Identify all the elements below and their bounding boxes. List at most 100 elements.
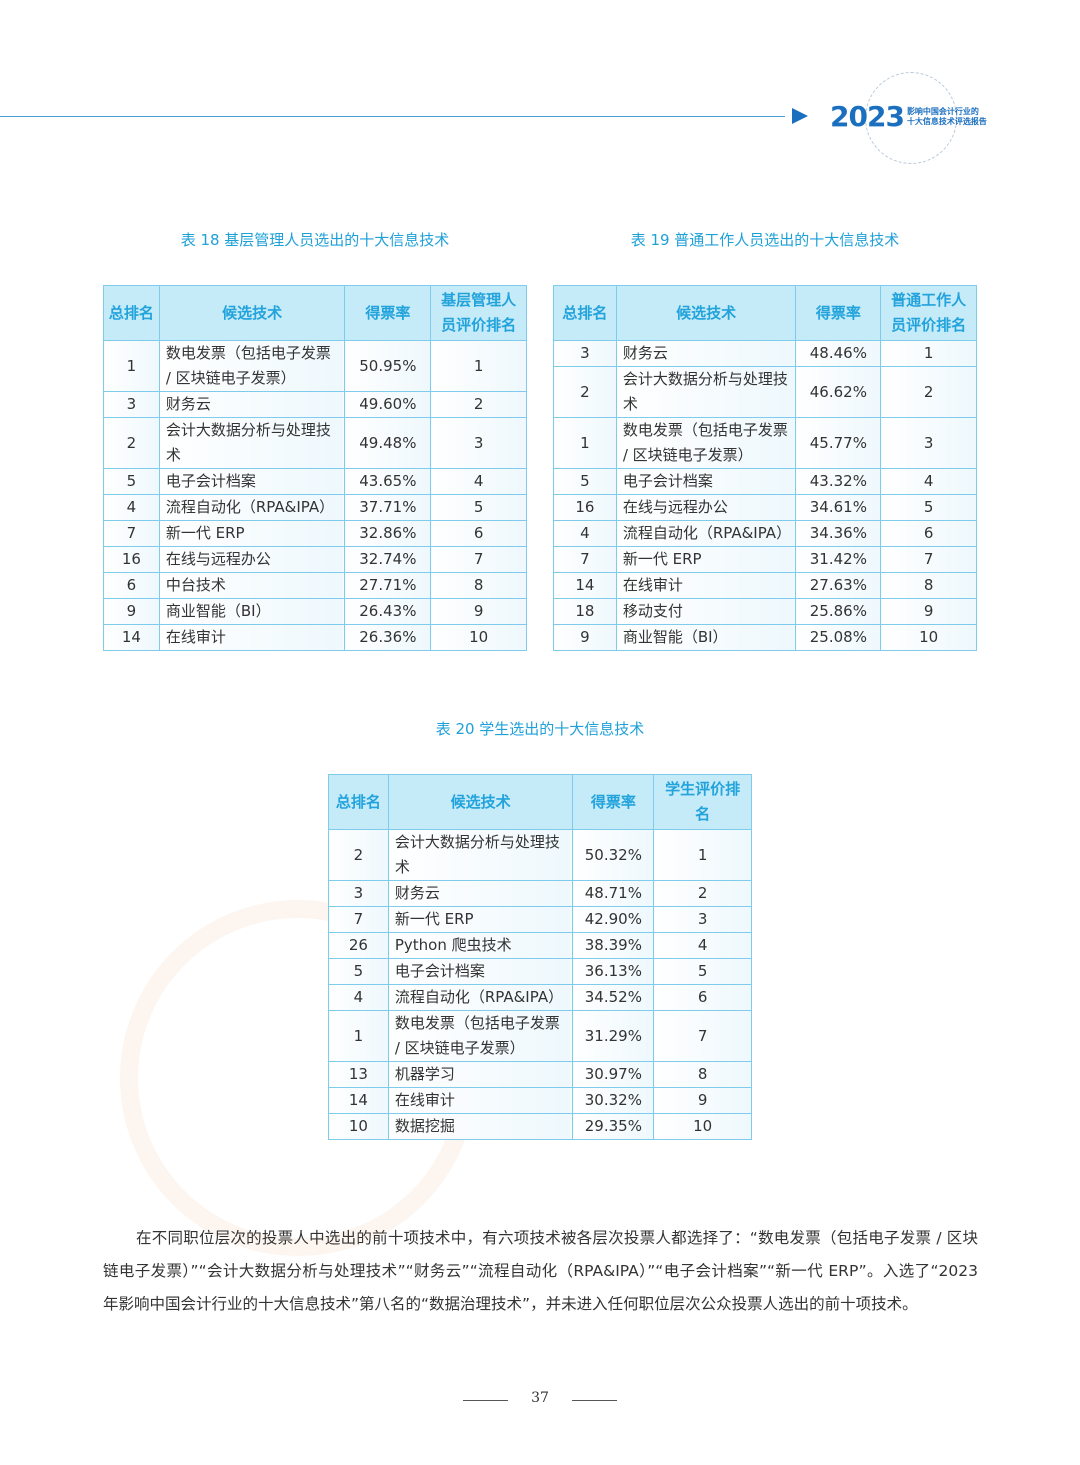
column-header: 基层管理人员评价排名 [430, 285, 527, 341]
technology-cell: 流程自动化（RPA&IPA） [387, 984, 574, 1011]
group-rank-cell: 10 [430, 624, 527, 651]
table-row: 2 会计大数据分析与处理技术 50.32% 1 [328, 829, 752, 881]
vote-rate-cell: 30.97% [572, 1061, 655, 1088]
column-header: 得票率 [572, 774, 655, 830]
group-rank-cell: 2 [880, 366, 977, 418]
vote-rate-cell: 49.60% [344, 391, 432, 418]
technology-cell: 数电发票（包括电子发票 / 区块链电子发票） [615, 417, 797, 469]
table-header-row: 总排名 候选技术 得票率 学生评价排名 [328, 774, 752, 830]
group-rank-cell: 4 [653, 932, 752, 959]
vote-rate-cell: 42.90% [572, 906, 655, 933]
technology-cell: 财务云 [387, 880, 574, 907]
group-rank-cell: 1 [880, 340, 977, 367]
column-header: 候选技术 [387, 774, 574, 830]
vote-rate-cell: 45.77% [795, 417, 882, 469]
overall-rank-cell: 13 [328, 1061, 389, 1088]
vote-rate-cell: 34.61% [795, 494, 882, 521]
technology-cell: 在线审计 [158, 624, 346, 651]
table-row: 9 商业智能（BI） 26.43% 9 [103, 598, 527, 625]
group-rank-cell: 6 [653, 984, 752, 1011]
table20: 总排名 候选技术 得票率 学生评价排名 2 会计大数据分析与处理技术 50.32% 1 3 财务云… [328, 774, 752, 1140]
vote-rate-cell: 50.95% [344, 340, 432, 392]
group-rank-cell: 9 [653, 1087, 752, 1114]
logo-ring [865, 72, 957, 164]
overall-rank-cell: 4 [553, 520, 617, 547]
vote-rate-cell: 48.71% [572, 880, 655, 907]
vote-rate-cell: 32.74% [344, 546, 432, 573]
group-rank-cell: 8 [880, 572, 977, 599]
group-rank-cell: 5 [430, 494, 527, 521]
group-rank-cell: 10 [880, 624, 977, 651]
technology-cell: 电子会计档案 [615, 468, 797, 495]
overall-rank-cell: 4 [103, 494, 160, 521]
technology-cell: 移动支付 [615, 598, 797, 625]
table-row: 14 在线审计 26.36% 10 [103, 624, 527, 651]
overall-rank-cell: 14 [553, 572, 617, 599]
group-rank-cell: 8 [653, 1061, 752, 1088]
technology-cell: 会计大数据分析与处理技术 [158, 417, 346, 469]
vote-rate-cell: 49.48% [344, 417, 432, 469]
overall-rank-cell: 3 [103, 391, 160, 418]
vote-rate-cell: 27.71% [344, 572, 432, 599]
technology-cell: 会计大数据分析与处理技术 [615, 366, 797, 418]
technology-cell: 新一代 ERP [615, 546, 797, 573]
report-logo: 2023 影响中国会计行业的 十大信息技术评选报告 [830, 100, 987, 133]
vote-rate-cell: 31.29% [572, 1010, 655, 1062]
overall-rank-cell: 7 [553, 546, 617, 573]
vote-rate-cell: 25.86% [795, 598, 882, 625]
technology-cell: 在线审计 [387, 1087, 574, 1114]
table-row: 5 电子会计档案 43.65% 4 [103, 468, 527, 495]
column-header: 普通工作人员评价排名 [880, 285, 977, 341]
group-rank-cell: 4 [880, 468, 977, 495]
overall-rank-cell: 2 [553, 366, 617, 418]
overall-rank-cell: 14 [328, 1087, 389, 1114]
table-row: 2 会计大数据分析与处理技术 49.48% 3 [103, 417, 527, 469]
group-rank-cell: 2 [430, 391, 527, 418]
table19-caption: 表 19 普通工作人员选出的十大信息技术 [630, 231, 900, 249]
group-rank-cell: 6 [430, 520, 527, 547]
overall-rank-cell: 2 [103, 417, 160, 469]
vote-rate-cell: 37.71% [344, 494, 432, 521]
vote-rate-cell: 30.32% [572, 1087, 655, 1114]
header-rule [0, 116, 785, 117]
table-row: 1 数电发票（包括电子发票 / 区块链电子发票） 50.95% 1 [103, 340, 527, 392]
table-row: 9 商业智能（BI） 25.08% 10 [553, 624, 977, 651]
column-header: 得票率 [344, 285, 432, 341]
overall-rank-cell: 1 [553, 417, 617, 469]
table19: 总排名 候选技术 得票率 普通工作人员评价排名 3 财务云 48.46% 1 2 会计大数据分析与… [553, 285, 977, 651]
vote-rate-cell: 48.46% [795, 340, 882, 367]
technology-cell: 电子会计档案 [387, 958, 574, 985]
column-header: 总排名 [553, 285, 617, 341]
table-row: 18 移动支付 25.86% 9 [553, 598, 977, 625]
logo-subtitle: 影响中国会计行业的 十大信息技术评选报告 [906, 106, 987, 126]
table-row: 3 财务云 48.71% 2 [328, 880, 752, 907]
page-number-rule-left [463, 1400, 508, 1401]
vote-rate-cell: 26.36% [344, 624, 432, 651]
vote-rate-cell: 50.32% [572, 829, 655, 881]
technology-cell: 流程自动化（RPA&IPA） [615, 520, 797, 547]
group-rank-cell: 9 [880, 598, 977, 625]
group-rank-cell: 5 [653, 958, 752, 985]
table-row: 7 新一代 ERP 42.90% 3 [328, 906, 752, 933]
group-rank-cell: 10 [653, 1113, 752, 1140]
technology-cell: Python 爬虫技术 [387, 932, 574, 959]
column-header: 候选技术 [615, 285, 797, 341]
overall-rank-cell: 5 [328, 958, 389, 985]
overall-rank-cell: 3 [328, 880, 389, 907]
group-rank-cell: 8 [430, 572, 527, 599]
vote-rate-cell: 25.08% [795, 624, 882, 651]
technology-cell: 中台技术 [158, 572, 346, 599]
table-row: 16 在线与远程办公 32.74% 7 [103, 546, 527, 573]
technology-cell: 数电发票（包括电子发票 / 区块链电子发票） [158, 340, 346, 392]
play-arrow-icon [792, 108, 808, 124]
technology-cell: 新一代 ERP [387, 906, 574, 933]
body-paragraph: 在不同职位层次的投票人中选出的前十项技术中，有六项技术被各层次投票人都选择了：“… [103, 1229, 978, 1313]
overall-rank-cell: 1 [103, 340, 160, 392]
vote-rate-cell: 26.43% [344, 598, 432, 625]
table18: 总排名 候选技术 得票率 基层管理人员评价排名 1 数电发票（包括电子发票 / 区块链电子… [103, 285, 527, 651]
overall-rank-cell: 16 [103, 546, 160, 573]
overall-rank-cell: 7 [328, 906, 389, 933]
table-row: 4 流程自动化（RPA&IPA） 34.36% 6 [553, 520, 977, 547]
technology-cell: 在线与远程办公 [158, 546, 346, 573]
